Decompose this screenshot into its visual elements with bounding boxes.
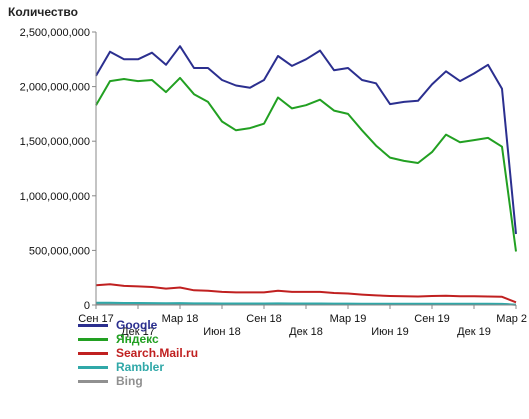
legend-item: Bing: [78, 374, 198, 388]
legend-swatch: [78, 379, 108, 383]
y-tick-label: 0: [84, 300, 90, 312]
legend-label: Rambler: [116, 360, 165, 374]
x-tick-label: Мар 19: [330, 313, 367, 325]
y-ticks: 0 500,000,000 1,000,000,000 1,500,000,000 2,…: [20, 27, 96, 312]
legend-swatch: [78, 365, 108, 369]
legend-swatch: [78, 351, 108, 355]
legend-swatch: [78, 337, 108, 341]
x-tick-label: Июн 19: [371, 326, 409, 338]
x-ticks: Сен 17 Дек 17 Мар 18 Июн 18 Сен 18 Дек 18 Мар …: [78, 305, 527, 338]
legend-item: Search.Mail.ru: [78, 346, 198, 360]
x-tick-label: Мар 2: [496, 313, 527, 325]
x-tick-label: Сен 17: [78, 313, 113, 325]
y-tick-label: 500,000,000: [29, 245, 90, 257]
legend-item: Rambler: [78, 360, 198, 374]
x-tick-label: Сен 18: [246, 313, 281, 325]
legend-swatch: [78, 323, 108, 327]
legend-item: Яндекс: [78, 332, 198, 346]
y-tick-label: 1,500,000,000: [20, 136, 90, 148]
x-tick-label: Сен 19: [414, 313, 449, 325]
legend-label: Bing: [116, 374, 143, 388]
series-line-яндекс: [95, 76, 517, 252]
x-tick-label: Дек 19: [457, 326, 491, 338]
y-tick-label: 1,000,000,000: [20, 191, 90, 203]
legend-item: Google: [78, 318, 198, 332]
series-line-rambler: [96, 301, 517, 306]
x-tick-label: Дек 17: [121, 326, 155, 338]
y-tick-label: 2,500,000,000: [20, 27, 90, 39]
x-tick-label: Мар 18: [162, 313, 199, 325]
x-tick-label: Июн 18: [203, 326, 241, 338]
y-tick-label: 2,000,000,000: [20, 82, 90, 94]
x-tick-label: Дек 18: [289, 326, 323, 338]
legend-label: Google: [116, 318, 158, 332]
legend-label: Search.Mail.ru: [116, 346, 199, 360]
series-lines: [95, 45, 517, 306]
series-line-search-mail-ru: [95, 283, 517, 304]
y-axis-title: Количество: [8, 5, 78, 19]
chart-legend: Google Яндекс Search.Mail.ru Rambler Bing: [78, 318, 198, 388]
legend-label: Яндекс: [116, 332, 159, 346]
series-line-google: [95, 45, 517, 235]
